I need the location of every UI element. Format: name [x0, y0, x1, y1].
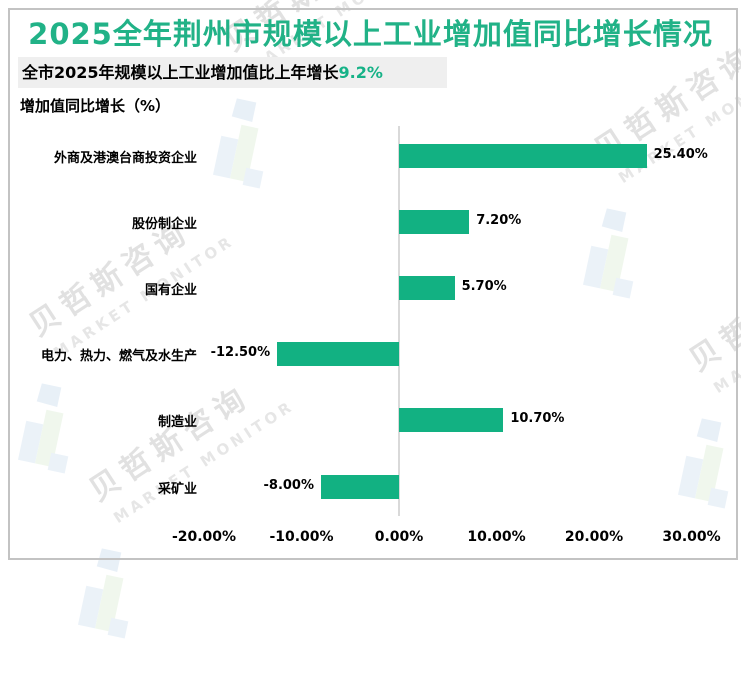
x-axis-tick-label: 0.00%	[374, 529, 424, 545]
bar	[399, 144, 647, 168]
subtitle-highlight-value: 9.2%	[338, 63, 383, 82]
value-label: 10.70%	[510, 411, 565, 426]
bar	[399, 408, 504, 432]
zero-axis-line	[398, 126, 400, 516]
page-title: 2025全年荆州市规模以上工业增加值同比增长情况	[28, 17, 713, 51]
bar	[399, 276, 455, 300]
bar	[277, 342, 399, 366]
category-label: 采矿业	[157, 482, 197, 497]
category-label: 国有企业	[144, 283, 197, 298]
value-label: 25.40%	[653, 147, 708, 162]
x-axis-tick-label: 20.00%	[564, 529, 624, 545]
category-label: 外商及港澳台商投资企业	[53, 151, 197, 166]
chart-subtitle: 全市2025年规模以上工业增加值比上年增长9.2%	[18, 57, 447, 88]
bar-chart: 外商及港澳台商投资企业 25.40% 股份制企业 7.20% 国有企业 5.70% 电力、热…	[40, 126, 721, 545]
category-label: 制造业	[157, 415, 197, 430]
category-label: 股份制企业	[131, 217, 197, 232]
x-axis-tick-label: -20.00%	[171, 529, 237, 545]
value-label: 5.70%	[461, 279, 507, 294]
chart-axis-title: 增加值同比增长（%）	[20, 97, 171, 115]
value-label: -8.00%	[263, 478, 315, 493]
category-label: 电力、热力、燃气及水生产	[40, 349, 197, 364]
x-axis-tick-label: 10.00%	[467, 529, 526, 545]
bar	[321, 475, 399, 499]
value-label: -12.50%	[210, 345, 271, 360]
subtitle-text: 全市2025年规模以上工业增加值比上年增长	[22, 63, 339, 82]
x-axis-tick-label: -10.00%	[269, 529, 334, 545]
value-label: 7.20%	[476, 213, 522, 228]
x-axis-tick-label: 30.00%	[662, 529, 721, 545]
bar	[399, 210, 470, 234]
